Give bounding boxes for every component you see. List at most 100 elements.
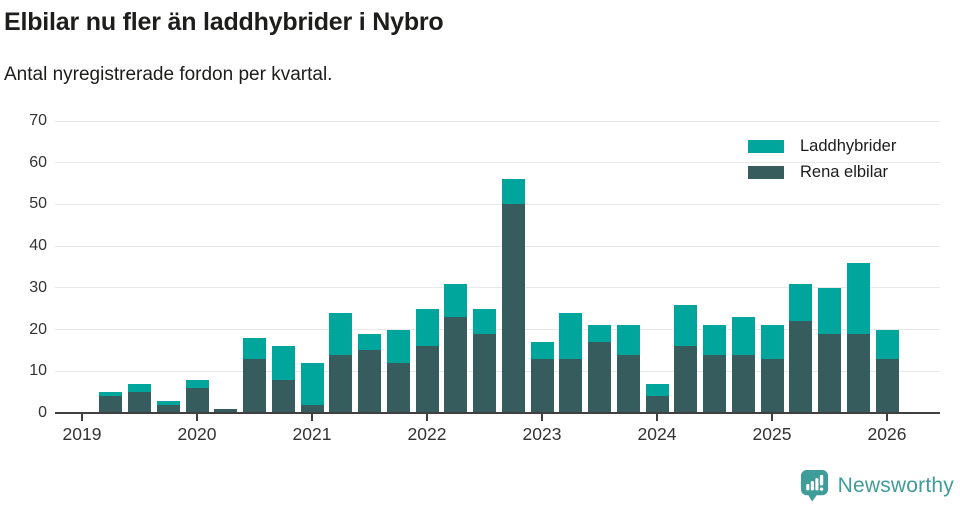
bar-segment-rena-elbilar [444, 317, 468, 413]
bar-segment-rena-elbilar [760, 358, 784, 413]
bar-segment-rena-elbilar [818, 333, 841, 413]
page-title: Elbilar nu fler än laddhybrider i Nybro [4, 8, 444, 36]
bar-segment-rena-elbilar [616, 354, 640, 413]
newsworthy-logo-icon [799, 469, 830, 502]
bar-segment-laddhybrider [703, 325, 726, 355]
bar-segment-rena-elbilar [846, 333, 870, 413]
gridline-y50 [55, 203, 940, 205]
x-axis-label: 2021 [292, 424, 332, 444]
bar-segment-rena-elbilar [789, 321, 813, 413]
bar-segment-rena-elbilar [243, 358, 266, 413]
x-axis-label: 2026 [867, 424, 907, 444]
bar-segment-laddhybrider [789, 283, 813, 322]
x-axis-tick [541, 413, 543, 421]
bar-segment-rena-elbilar [99, 396, 123, 413]
bar-segment-rena-elbilar [386, 362, 410, 413]
legend-label: Laddhybrider [800, 136, 897, 155]
legend-item-laddhybrider: Laddhybrider [748, 133, 896, 159]
bar-segment-laddhybrider [128, 383, 151, 393]
x-axis-label: 2020 [177, 424, 217, 444]
bar-segment-laddhybrider [99, 392, 123, 397]
bar-segment-rena-elbilar [271, 379, 295, 413]
chart-legend: Laddhybrider Rena elbilar [748, 133, 896, 185]
bar-segment-laddhybrider [875, 329, 899, 359]
bar-segment-rena-elbilar [674, 346, 698, 413]
bar-segment-rena-elbilar [415, 346, 439, 413]
bar-segment-rena-elbilar [875, 358, 899, 413]
bar-segment-laddhybrider [588, 325, 611, 343]
x-axis-label: 2024 [637, 424, 677, 444]
x-axis-tick [426, 413, 428, 421]
bar-segment-rena-elbilar [731, 354, 755, 413]
gridline-y20 [55, 329, 940, 331]
legend-label: Rena elbilar [800, 162, 889, 181]
bar-segment-rena-elbilar [128, 392, 151, 413]
plot-area: 0 10 20 30 40 50 60 70 2019 2020 2021 2022 2023 2024 2… [29, 112, 940, 444]
y-axis-label: 0 [38, 404, 47, 421]
bar-segment-rena-elbilar [703, 354, 726, 413]
y-axis-label: 60 [29, 153, 47, 171]
bar-segment-rena-elbilar [358, 350, 381, 413]
bar-segment-laddhybrider [358, 333, 381, 351]
bar-segment-rena-elbilar [329, 354, 353, 413]
bar-segment-rena-elbilar [645, 396, 669, 413]
x-axis-line [55, 412, 940, 414]
legend-swatch-rena-elbilar [748, 165, 784, 179]
bar-segment-laddhybrider [846, 262, 870, 334]
x-axis-tick [886, 413, 888, 421]
bar-segment-laddhybrider [501, 179, 525, 205]
x-axis-tick [311, 413, 313, 421]
y-axis-label: 50 [29, 195, 47, 213]
bar-segment-laddhybrider [760, 325, 784, 359]
chart-subtitle: Antal nyregistrerade fordon per kvartal. [4, 64, 333, 85]
bar-segment-rena-elbilar [501, 204, 525, 413]
x-axis-tick [771, 413, 773, 421]
legend-swatch-laddhybrider [748, 139, 784, 153]
x-axis-label: 2022 [407, 424, 447, 444]
bar-segment-laddhybrider [185, 379, 209, 388]
gridline-y40 [55, 245, 940, 247]
x-axis-tick [656, 413, 658, 421]
x-axis-tick [81, 413, 83, 421]
bar-segment-rena-elbilar [473, 333, 496, 413]
bar-segment-rena-elbilar [588, 342, 611, 413]
bar-segment-rena-elbilar [300, 404, 324, 413]
bar-segment-laddhybrider [156, 400, 180, 405]
y-axis-label: 20 [29, 320, 47, 338]
bar-segment-laddhybrider [243, 337, 266, 359]
bar-segment-laddhybrider [300, 362, 324, 405]
bar-segment-laddhybrider [473, 308, 496, 334]
gridline-y60 [55, 162, 940, 164]
bar-segment-laddhybrider [530, 342, 554, 359]
bar-segment-laddhybrider [444, 283, 468, 318]
y-axis-label: 40 [29, 237, 47, 255]
x-axis-tick [196, 413, 198, 421]
y-axis-label: 70 [29, 112, 47, 129]
legend-item-rena-elbilar: Rena elbilar [748, 159, 896, 185]
gridline-y70 [55, 120, 940, 122]
bar-segment-laddhybrider [674, 304, 698, 347]
bar-segment-rena-elbilar [214, 408, 238, 413]
bar-segment-laddhybrider [559, 312, 583, 359]
bar-segment-laddhybrider [645, 383, 669, 397]
newsworthy-wordmark: Newsworthy [837, 473, 954, 497]
x-axis-label: 2025 [752, 424, 792, 444]
x-axis-label: 2023 [522, 424, 562, 444]
bar-segment-rena-elbilar [530, 358, 554, 413]
gridline-y10 [55, 370, 940, 372]
y-axis-label: 30 [29, 278, 47, 296]
x-axis-label: 2019 [62, 424, 102, 444]
bar-segment-rena-elbilar [185, 387, 209, 413]
y-axis-label: 10 [29, 362, 47, 380]
bar-segment-laddhybrider [271, 346, 295, 380]
bar-segment-laddhybrider [731, 317, 755, 355]
bar-segment-laddhybrider [818, 287, 841, 334]
bar-segment-laddhybrider [415, 308, 439, 347]
gridline-y30 [55, 287, 940, 289]
bar-segment-laddhybrider [616, 325, 640, 355]
bar-segment-rena-elbilar [156, 404, 180, 413]
bar-segment-laddhybrider [329, 312, 353, 355]
newsworthy-branding: Newsworthy [799, 469, 954, 502]
bar-segment-rena-elbilar [559, 358, 583, 413]
